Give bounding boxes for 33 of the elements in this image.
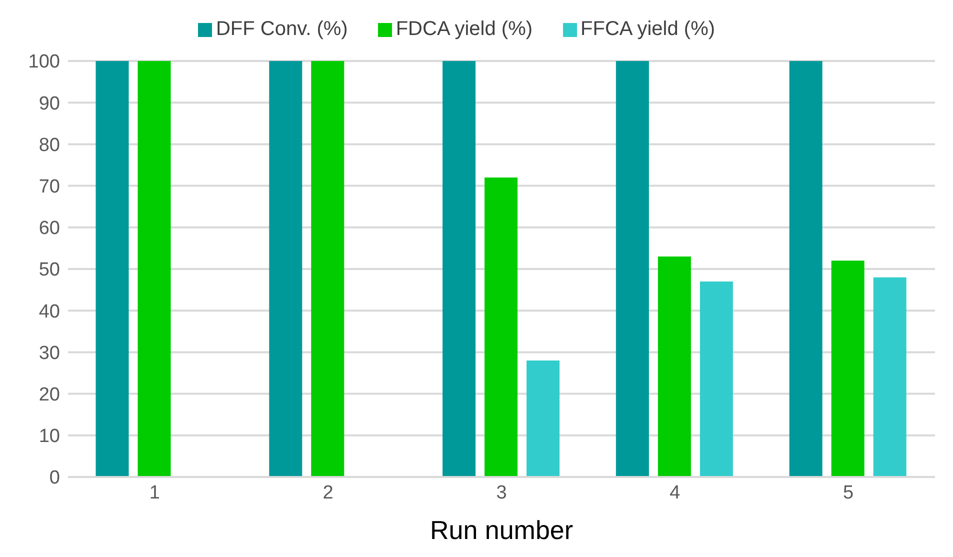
bar: [616, 61, 649, 477]
x-axis-title: Run number: [430, 515, 574, 545]
y-tick-label: 30: [38, 342, 60, 364]
y-tick-label: 60: [38, 218, 60, 240]
bar: [700, 281, 733, 477]
legend-label: FDCA yield (%): [396, 18, 533, 40]
bar: [96, 61, 129, 477]
x-tick-label: 4: [670, 482, 681, 504]
y-tick-label: 50: [38, 260, 60, 281]
y-tick-label: 80: [38, 134, 60, 156]
x-tick-label: 2: [322, 482, 334, 504]
bar: [269, 61, 302, 477]
y-tick-label: 90: [38, 93, 60, 114]
bar: [658, 256, 691, 477]
bar: [442, 61, 476, 477]
bar: [311, 61, 344, 477]
y-tick-label: 0: [49, 468, 60, 489]
y-tick-label: 100: [28, 52, 60, 73]
x-tick-label: 1: [149, 482, 160, 504]
legend-label: DFF Conv. (%): [216, 18, 348, 40]
bar: [873, 277, 906, 477]
bar: [138, 61, 171, 477]
y-tick-label: 10: [38, 426, 60, 448]
bar: [484, 177, 518, 477]
y-tick-label: 70: [38, 176, 60, 198]
x-tick-label: 3: [496, 482, 507, 504]
y-tick-label: 20: [38, 384, 60, 406]
x-tick-label: 5: [843, 482, 854, 504]
bar: [789, 61, 822, 477]
bar: [526, 360, 560, 477]
legend-label: FFCA yield (%): [580, 18, 716, 40]
bar: [831, 260, 864, 477]
y-tick-label: 40: [38, 301, 60, 322]
